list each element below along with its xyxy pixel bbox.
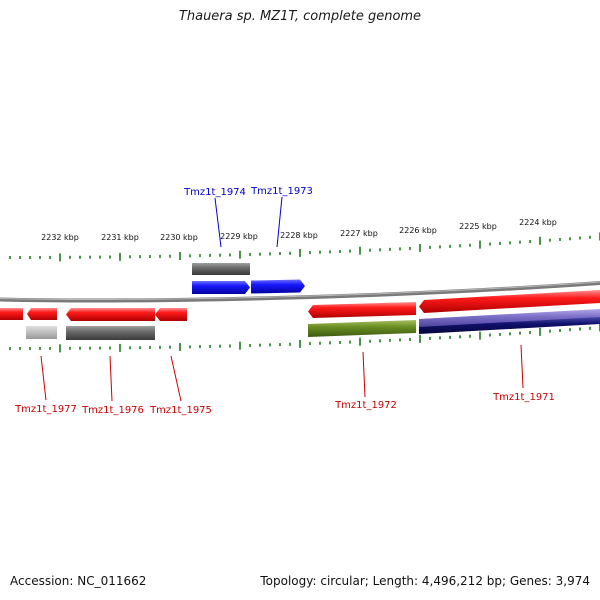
scale-label-2226: 2226 kbp bbox=[399, 226, 437, 235]
gene-label-tmz1t-1974[interactable]: Tmz1t_1974 bbox=[183, 187, 246, 198]
gene-tmz1t-1971-purple[interactable] bbox=[419, 309, 600, 328]
gene-tmz1t-1977-cds[interactable] bbox=[27, 308, 57, 320]
genome-summary: Topology: circular; Length: 4,496,212 bp… bbox=[260, 574, 590, 588]
gene-tmz1t-1977-gray[interactable] bbox=[26, 326, 57, 339]
leader-tmz1t-1976 bbox=[109, 355, 113, 402]
leader-tmz1t-1973 bbox=[276, 196, 283, 248]
gene-label-tmz1t-1975[interactable]: Tmz1t_1975 bbox=[149, 405, 212, 416]
genome-backbone bbox=[0, 281, 600, 303]
scale-label-2225: 2225 kbp bbox=[459, 222, 497, 231]
accession-label: Accession: NC_011662 bbox=[10, 574, 147, 588]
gene-label-tmz1t-1976[interactable]: Tmz1t_1976 bbox=[81, 405, 144, 416]
gene-tmz1t-1976-gray[interactable] bbox=[66, 326, 155, 340]
gene-tmz1t-1973-cds[interactable] bbox=[251, 279, 305, 294]
lower-scale-ticks bbox=[9, 323, 600, 353]
gene-tmz1t-1974-gray[interactable] bbox=[192, 263, 250, 275]
gene-tmz1t-1972-cds[interactable] bbox=[308, 302, 416, 318]
scale-label-2227: 2227 kbp bbox=[340, 229, 378, 238]
gene-label-tmz1t-1972[interactable]: Tmz1t_1972 bbox=[334, 400, 397, 411]
leader-tmz1t-1971 bbox=[520, 344, 524, 389]
gene-tmz1t-1975-cds[interactable] bbox=[155, 308, 187, 321]
gene-label-tmz1t-1973[interactable]: Tmz1t_1973 bbox=[250, 186, 313, 197]
gene-tmz1t-1974-cds[interactable] bbox=[192, 281, 250, 294]
scale-label-2232: 2232 kbp bbox=[41, 233, 79, 242]
leader-tmz1t-1974 bbox=[214, 197, 222, 248]
scale-label-2229: 2229 kbp bbox=[220, 232, 258, 241]
gene-tmz1t-1971-cds[interactable] bbox=[419, 290, 600, 313]
scale-label-2230: 2230 kbp bbox=[160, 233, 198, 242]
leader-tmz1t-1972 bbox=[362, 351, 366, 398]
upper-scale-ticks bbox=[9, 232, 600, 262]
scale-label-2224: 2224 kbp bbox=[519, 218, 557, 227]
leader-tmz1t-1977 bbox=[40, 355, 47, 401]
gene-tmz1t-1972-olive[interactable] bbox=[308, 320, 416, 337]
scale-label-2231: 2231 kbp bbox=[101, 233, 139, 242]
leader-tmz1t-1975 bbox=[170, 355, 182, 402]
gene-tmz1t-1971-navy[interactable] bbox=[419, 317, 600, 334]
map-title: Thauera sp. MZ1T, complete genome bbox=[178, 9, 422, 24]
scale-label-2228: 2228 kbp bbox=[280, 231, 318, 240]
gene-label-tmz1t-1977[interactable]: Tmz1t_1977 bbox=[14, 404, 77, 415]
gene-label-tmz1t-1971[interactable]: Tmz1t_1971 bbox=[492, 392, 555, 403]
gene-tmz1t-1978-cds[interactable] bbox=[0, 308, 23, 320]
gene-tmz1t-1976-cds[interactable] bbox=[66, 308, 155, 321]
